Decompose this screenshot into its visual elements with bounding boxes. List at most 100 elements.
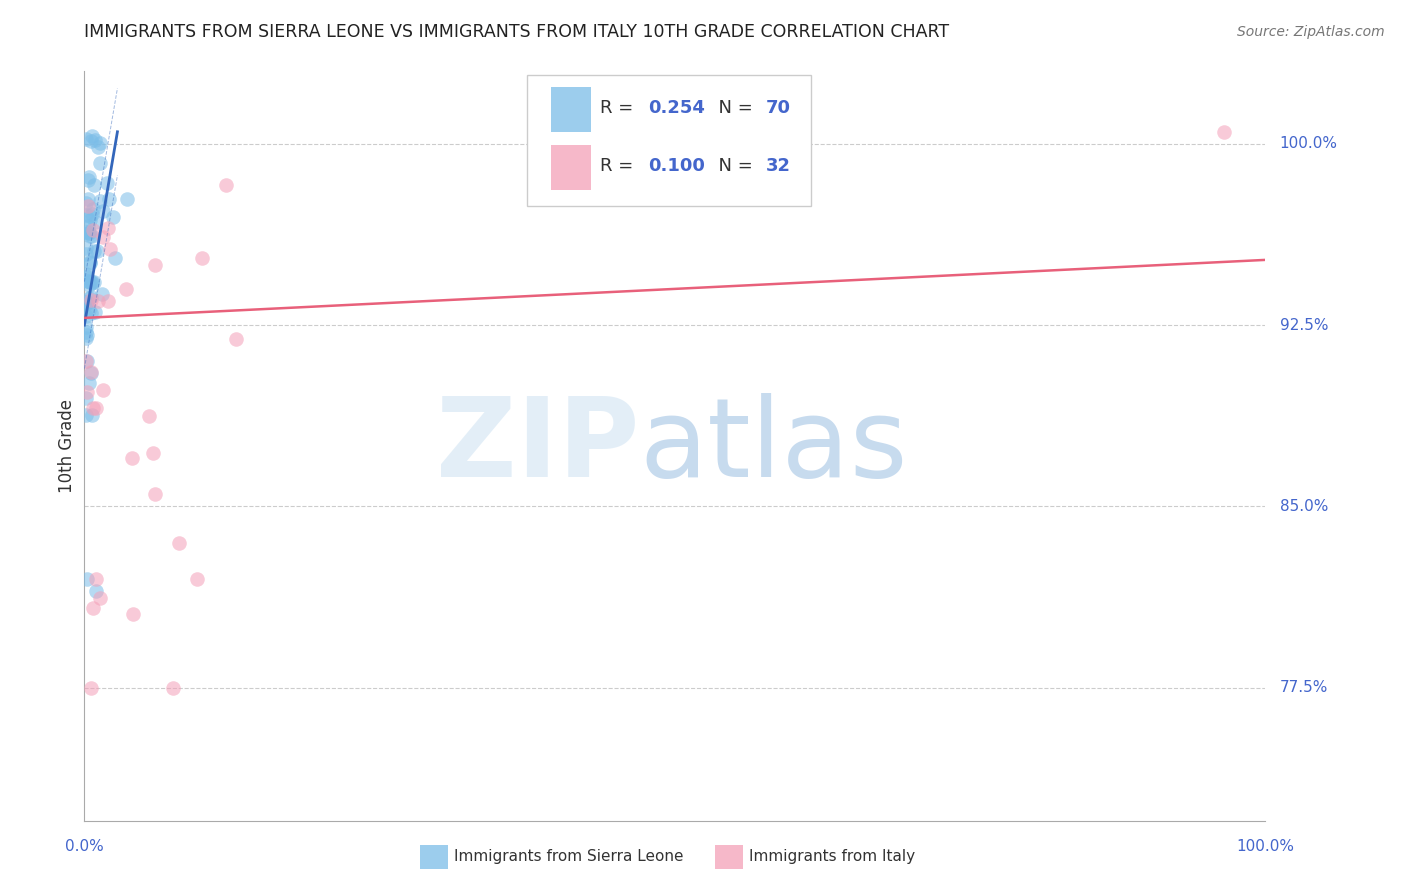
Point: [84, 305, 107, 319]
Point: [77, 274, 100, 288]
Point: [121, 451, 143, 466]
Point: [83, 178, 105, 192]
Point: [75, 331, 97, 345]
Text: 100.0%: 100.0%: [1279, 136, 1337, 152]
Point: [84, 215, 107, 229]
Point: [76, 328, 98, 343]
Point: [84, 572, 107, 586]
Point: [75, 196, 97, 211]
Point: [104, 252, 127, 266]
Point: [75, 295, 97, 310]
Point: [79, 209, 101, 223]
Point: [80, 206, 103, 220]
Point: [77, 303, 100, 318]
Point: [75, 309, 97, 323]
Point: [138, 409, 160, 423]
Text: R =: R =: [600, 99, 640, 117]
Point: [143, 487, 166, 501]
Text: 0.0%: 0.0%: [65, 839, 104, 855]
Point: [79, 228, 101, 243]
Text: 32: 32: [766, 157, 790, 175]
Point: [79, 278, 101, 293]
Text: 77.5%: 77.5%: [1279, 681, 1327, 695]
Point: [87, 139, 110, 153]
Point: [82, 401, 104, 415]
Point: [114, 282, 136, 296]
Text: IMMIGRANTS FROM SIERRA LEONE VS IMMIGRANTS FROM ITALY 10TH GRADE CORRELATION CHA: IMMIGRANTS FROM SIERRA LEONE VS IMMIGRAN…: [84, 23, 949, 41]
Point: [83, 275, 105, 289]
Point: [82, 222, 104, 236]
Point: [76, 219, 98, 233]
Point: [77, 199, 100, 213]
Point: [76, 173, 98, 187]
Point: [100, 243, 122, 257]
Point: [167, 535, 190, 549]
Point: [75, 268, 97, 283]
Point: [75, 227, 97, 241]
Point: [162, 681, 184, 695]
Text: ZIP: ZIP: [436, 392, 640, 500]
Point: [122, 607, 145, 622]
Point: [77, 226, 100, 240]
Text: 100.0%: 100.0%: [1236, 839, 1295, 855]
Point: [77, 292, 100, 306]
Point: [75, 408, 97, 422]
FancyBboxPatch shape: [551, 145, 591, 190]
Point: [1213, 125, 1236, 139]
Point: [75, 320, 97, 334]
Point: [79, 255, 101, 269]
Point: [79, 135, 101, 149]
Point: [79, 256, 101, 270]
FancyBboxPatch shape: [527, 75, 811, 206]
Text: atlas: atlas: [640, 392, 908, 500]
Point: [84, 401, 107, 416]
Point: [75, 208, 97, 222]
Text: N =: N =: [707, 157, 758, 175]
Point: [82, 408, 104, 422]
Point: [75, 297, 97, 311]
Point: [84, 133, 107, 147]
Point: [89, 591, 111, 606]
Point: [79, 366, 101, 380]
Point: [89, 136, 111, 151]
Point: [91, 383, 114, 397]
Text: Source: ZipAtlas.com: Source: ZipAtlas.com: [1237, 25, 1385, 39]
Point: [82, 276, 104, 290]
Text: R =: R =: [600, 157, 640, 175]
Point: [75, 267, 97, 281]
Point: [79, 170, 101, 185]
Point: [142, 446, 165, 460]
Point: [75, 132, 97, 146]
Text: 92.5%: 92.5%: [1279, 318, 1329, 333]
Point: [82, 202, 104, 217]
Point: [143, 258, 166, 272]
Point: [77, 376, 100, 390]
Point: [225, 332, 247, 346]
Text: 0.254: 0.254: [648, 99, 704, 117]
Point: [75, 246, 97, 260]
Point: [80, 289, 103, 303]
Point: [89, 194, 111, 209]
Point: [76, 572, 98, 586]
Point: [90, 286, 112, 301]
FancyBboxPatch shape: [551, 87, 591, 132]
Point: [91, 230, 114, 244]
Point: [82, 128, 104, 143]
FancyBboxPatch shape: [420, 845, 449, 869]
Point: [186, 572, 208, 586]
Point: [75, 241, 97, 255]
Text: 0.100: 0.100: [648, 157, 704, 175]
Point: [79, 213, 101, 227]
Point: [191, 251, 214, 265]
Point: [80, 293, 103, 307]
Point: [80, 306, 103, 320]
Point: [84, 584, 107, 599]
Point: [76, 295, 98, 310]
Point: [79, 226, 101, 240]
Point: [97, 293, 120, 308]
Point: [82, 228, 104, 243]
Point: [86, 244, 108, 258]
Point: [76, 274, 98, 288]
Point: [76, 270, 98, 285]
Point: [75, 325, 97, 339]
